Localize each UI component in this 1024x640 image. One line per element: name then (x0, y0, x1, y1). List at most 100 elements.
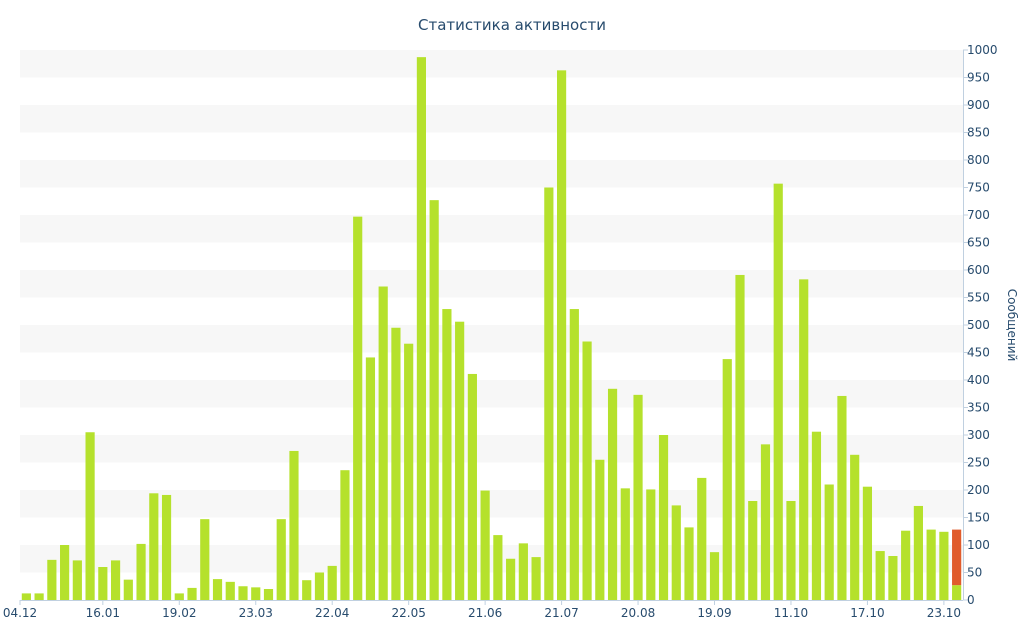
bar (544, 187, 554, 600)
bar (595, 459, 605, 600)
x-tick-label: 16.01 (86, 606, 120, 620)
bar (225, 581, 235, 600)
grid-band (20, 105, 963, 133)
bar (607, 388, 618, 600)
bar (276, 519, 286, 600)
bar (416, 57, 426, 600)
bar (212, 579, 223, 600)
y-tick-label: 900 (967, 98, 990, 112)
x-tick-label: 21.06 (468, 606, 502, 620)
bar (824, 484, 834, 600)
grid-band (20, 50, 963, 78)
bar (926, 529, 936, 600)
bar (238, 586, 248, 600)
bar (391, 327, 401, 600)
bar (289, 450, 299, 600)
bar (875, 551, 885, 600)
y-tick-label: 0 (967, 593, 975, 607)
bar (799, 279, 809, 600)
bar (365, 357, 376, 600)
bar (110, 560, 121, 600)
bar (786, 501, 796, 600)
y-tick-label: 350 (967, 401, 990, 415)
x-tick-label: 21.07 (544, 606, 578, 620)
bar (21, 593, 31, 600)
bar (722, 359, 732, 600)
bar (760, 444, 771, 600)
y-tick-label: 650 (967, 236, 990, 250)
bar (531, 557, 541, 600)
bar (888, 556, 898, 600)
x-tick-label: 23.03 (239, 606, 273, 620)
grid-band (20, 545, 963, 573)
chart-title: Статистика активности (418, 16, 606, 34)
bar (480, 490, 490, 600)
y-tick-label: 850 (967, 126, 990, 140)
y-tick-label: 800 (967, 153, 990, 167)
bar (748, 501, 758, 600)
bar (429, 200, 439, 600)
bar (302, 580, 312, 600)
bar (149, 493, 159, 600)
bar (952, 585, 962, 600)
bar (442, 309, 452, 600)
bar (506, 558, 516, 600)
y-tick-label: 600 (967, 263, 990, 277)
y-tick-label: 750 (967, 181, 990, 195)
bar (913, 505, 923, 600)
bar (582, 341, 592, 600)
bar (378, 286, 388, 600)
bar (161, 494, 172, 600)
x-tick-label: 22.05 (391, 606, 425, 620)
bar (47, 559, 57, 600)
bar (136, 543, 146, 600)
bar (60, 545, 70, 600)
grid-band (20, 215, 963, 243)
bar (72, 560, 82, 600)
bar-highlight (952, 529, 962, 586)
y-tick-label: 700 (967, 208, 990, 222)
y-tick-label: 100 (967, 538, 990, 552)
bar (187, 587, 197, 600)
bar (850, 454, 860, 600)
bar (671, 505, 681, 600)
bar (404, 343, 414, 600)
x-tick-label: 20.08 (621, 606, 655, 620)
bar (85, 432, 95, 600)
grid-band (20, 380, 963, 408)
y-tick-label: 300 (967, 428, 990, 442)
y-tick-label: 550 (967, 291, 990, 305)
bar (620, 488, 630, 600)
grid-band (20, 325, 963, 353)
bar (455, 321, 465, 600)
x-tick-label: 19.02 (162, 606, 196, 620)
bar (658, 435, 669, 600)
bar (353, 216, 363, 600)
bar (200, 519, 210, 600)
grid-bands (20, 50, 963, 573)
x-axis-ticks: 04.12 16.01 19.02 23.03 22.04 22.05 21.06 21.07… (3, 600, 961, 620)
y-tick-label: 450 (967, 346, 990, 360)
bar (251, 587, 261, 600)
bar (327, 565, 337, 600)
bar (939, 531, 949, 600)
x-tick-label: 22.04 (315, 606, 349, 620)
bar (557, 70, 567, 601)
x-tick-label: 23.10 (927, 606, 961, 620)
y-tick-label: 150 (967, 511, 990, 525)
bars (21, 57, 962, 601)
bar (123, 579, 133, 600)
bar (901, 530, 911, 600)
x-tick-label: 19.09 (697, 606, 731, 620)
bar (263, 589, 274, 600)
bar (314, 572, 325, 600)
bar (467, 373, 477, 600)
x-tick-label: 04.12 (3, 606, 37, 620)
y-tick-label: 50 (967, 566, 982, 580)
y-tick-label: 950 (967, 71, 990, 85)
y-axis-ticks: 0 50 100 150 200 250 300 350 400 450 500 550 600 650 7… (963, 43, 998, 607)
bar (34, 593, 44, 600)
bar (709, 552, 720, 600)
y-tick-label: 1000 (967, 43, 998, 57)
